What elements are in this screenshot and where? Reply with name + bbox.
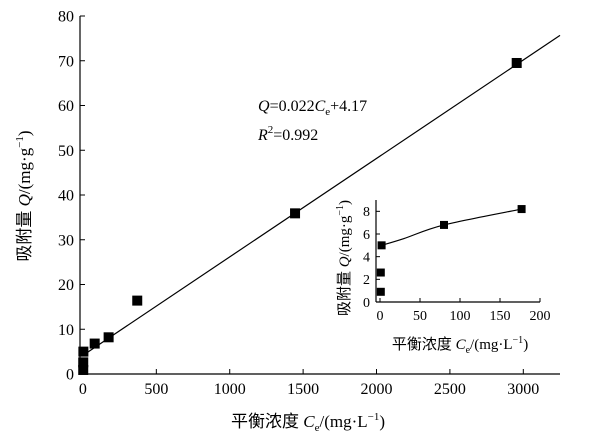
main-x-title-sub: e xyxy=(315,422,320,434)
main-y-tick-label: 30 xyxy=(58,232,74,249)
inset-y-title-unit: /(mg·g xyxy=(337,215,353,256)
inset-background xyxy=(370,196,548,314)
fit-r-squared: R2=0.992 xyxy=(257,124,318,144)
r-squared-sup: 2 xyxy=(268,124,274,136)
main-x-title-var: C xyxy=(303,412,315,431)
main-data-point xyxy=(89,338,100,349)
main-y-tick-label: 50 xyxy=(58,143,74,160)
inset-data-points xyxy=(376,205,526,296)
inset-y-tick-label: 6 xyxy=(363,228,370,243)
main-x-tick-label: 0 xyxy=(79,381,87,398)
main-y-title-close: ) xyxy=(15,130,34,136)
main-y-tick-label: 40 xyxy=(58,188,74,205)
main-data-points xyxy=(78,57,522,375)
inset-y-title-var: Q xyxy=(337,256,353,267)
main-y-title-unit: /(mg·g xyxy=(15,147,34,194)
main-data-point xyxy=(103,332,114,343)
fit-equation-c: C xyxy=(315,98,326,115)
inset-x-title-var: C xyxy=(456,337,467,353)
main-y-tick-label: 60 xyxy=(58,98,74,115)
inset-x-title-sub: e xyxy=(466,345,471,356)
linear-fit-line xyxy=(82,34,561,356)
main-data-point xyxy=(78,346,89,357)
inset-data-point xyxy=(376,268,385,277)
inset-y-title-close: ) xyxy=(337,200,353,205)
fit-equation-coef: =0.022 xyxy=(270,98,315,115)
main-y-tick-label: 80 xyxy=(58,9,74,26)
main-data-point xyxy=(78,364,89,375)
inset-y-title-sup: −1 xyxy=(335,205,346,216)
inset-x-title-close: ) xyxy=(523,337,528,353)
main-x-title-close: ) xyxy=(379,412,385,431)
inset-curve xyxy=(381,208,522,246)
inset-x-axis-title: 平衡浓度 Ce/(mg·L−1) xyxy=(392,335,528,356)
inset-data-point xyxy=(440,220,448,229)
main-plot-frame xyxy=(79,16,560,375)
fit-equation-q: Q xyxy=(258,98,270,115)
inset-x-tick-label: 150 xyxy=(490,309,511,324)
r-squared-value: =0.992 xyxy=(273,127,318,144)
fit-equation-intercept: +4.17 xyxy=(330,98,367,115)
main-y-tick-label: 0 xyxy=(66,367,74,384)
main-x-tick-label: 2000 xyxy=(361,381,393,398)
main-x-tick-label: 2500 xyxy=(434,381,466,398)
inset-y-tick-label: 8 xyxy=(363,205,370,220)
inset-x-title-sup: −1 xyxy=(513,335,524,346)
inset-x-tick-label: 0 xyxy=(377,309,384,324)
inset-y-axis-title: 吸附量 Q/(mg·g−1) xyxy=(335,200,353,316)
main-data-point xyxy=(511,57,522,68)
main-y-tick-label: 70 xyxy=(58,53,74,70)
inset-x-title-unit: /(mg·L xyxy=(470,337,513,353)
main-y-tick-label: 10 xyxy=(58,322,74,339)
main-data-point xyxy=(78,357,89,368)
fit-equation-c-sub: e xyxy=(325,106,330,118)
main-x-title-unit: /(mg·L xyxy=(319,412,367,431)
inset-data-point xyxy=(517,205,526,214)
inset-plot-frame xyxy=(375,200,540,303)
main-y-axis-title: 吸附量 Q/(mg·g−1) xyxy=(14,130,34,261)
inset-x-axis: 0 50 100 150 200 xyxy=(377,298,551,324)
inset-x-tick-label: 200 xyxy=(530,309,551,324)
fit-equation: Q=0.022Ce+4.17 xyxy=(258,98,367,118)
inset-x-tick-label: 100 xyxy=(450,309,471,324)
inset-data-point xyxy=(377,241,386,250)
main-y-axis: 0 10 20 30 40 50 60 70 80 xyxy=(58,9,85,384)
main-y-title-var: Q xyxy=(15,194,34,206)
main-data-point xyxy=(290,208,301,219)
main-y-tick-label: 20 xyxy=(58,277,74,294)
main-x-title-prefix: 平衡浓度 xyxy=(231,412,303,431)
main-x-tick-label: 1000 xyxy=(214,381,246,398)
inset-data-point xyxy=(376,287,385,296)
main-x-title-sup: −1 xyxy=(368,411,380,423)
inset-y-axis: 0 2 4 6 8 xyxy=(363,205,380,311)
inset-x-tick-label: 50 xyxy=(413,309,427,324)
inset-fit-curve xyxy=(381,208,522,246)
main-y-title-sup: −1 xyxy=(14,136,26,148)
main-fit-line xyxy=(82,34,561,356)
main-y-title-prefix: 吸附量 xyxy=(15,206,34,261)
inset-y-tick-label: 0 xyxy=(363,296,370,311)
main-x-tick-label: 3000 xyxy=(507,381,539,398)
inset-y-tick-label: 2 xyxy=(363,273,370,288)
main-x-tick-label: 500 xyxy=(144,381,168,398)
main-x-axis: 0 500 1000 1500 2000 2500 3000 xyxy=(79,369,539,398)
main-data-point xyxy=(132,295,143,306)
inset-x-title-prefix: 平衡浓度 xyxy=(392,336,456,353)
main-x-axis-title: 平衡浓度 Ce/(mg·L−1) xyxy=(231,411,385,434)
inset-y-tick-label: 4 xyxy=(363,251,370,266)
r-squared-r: R xyxy=(257,127,268,144)
inset-y-title-prefix: 吸附量 xyxy=(336,267,353,316)
main-x-tick-label: 1500 xyxy=(287,381,319,398)
